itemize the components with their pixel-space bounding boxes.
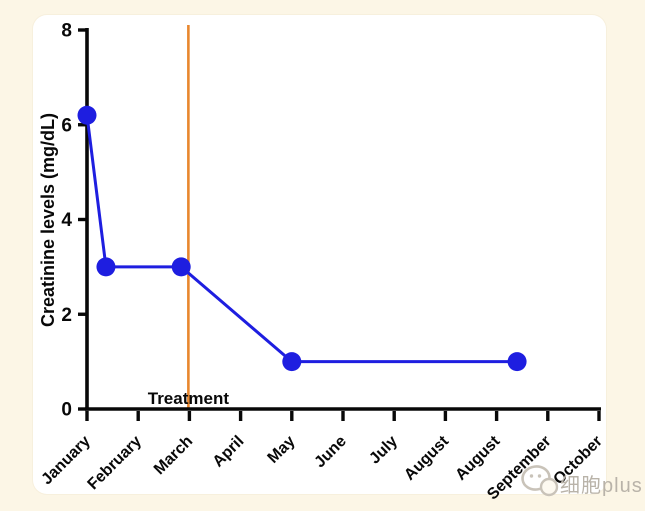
watermark-text: 细胞plus — [560, 474, 643, 497]
x-tick-label: March — [151, 433, 196, 478]
y-tick-label: 4 — [61, 210, 72, 231]
y-tick-label: 2 — [61, 305, 72, 326]
x-tick-label: July — [366, 433, 401, 468]
y-axis-ticks: 0 2 4 6 8 — [61, 21, 86, 421]
x-tick-label: August — [452, 432, 503, 483]
chart-card — [33, 15, 606, 494]
x-tick-label: April — [210, 433, 248, 471]
data-point — [96, 257, 116, 277]
series-line — [85, 115, 518, 364]
data-point — [171, 257, 191, 277]
data-point — [282, 352, 302, 372]
chat-bubbles-logo-icon — [521, 465, 559, 497]
x-tick-label: August — [401, 432, 452, 483]
x-tick-label: June — [311, 433, 349, 471]
axes — [85, 28, 601, 411]
y-axis-title: Creatinine levels (mg/dL) — [38, 113, 58, 327]
data-series — [77, 105, 527, 372]
data-point — [77, 105, 97, 125]
y-tick-label: 0 — [61, 400, 72, 421]
data-point — [507, 352, 527, 372]
y-tick-label: 6 — [61, 115, 72, 136]
y-tick-label: 8 — [61, 21, 72, 42]
x-tick-label: February — [85, 433, 146, 494]
treatment-label: Treatment — [148, 389, 230, 408]
x-tick-label: May — [265, 433, 299, 467]
watermark: 细胞plus — [521, 465, 643, 497]
